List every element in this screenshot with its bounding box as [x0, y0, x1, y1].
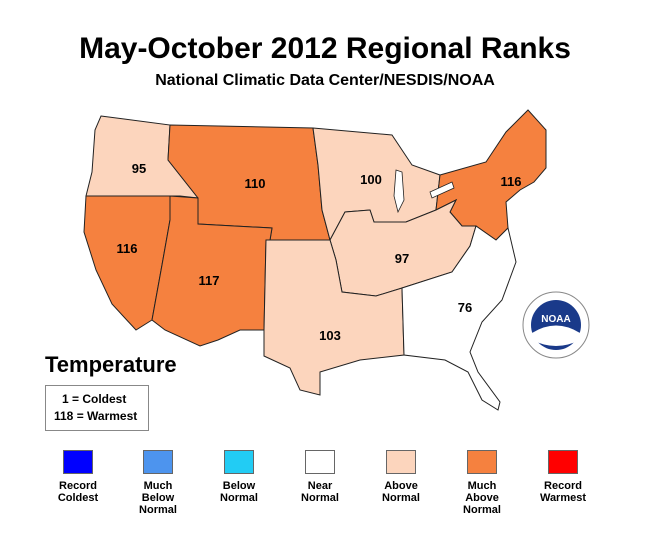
legend-swatch: [386, 450, 416, 474]
legend-swatch: [224, 450, 254, 474]
legend-category-label: Much Above Normal: [463, 480, 501, 516]
rank-label-west-north-central: 110: [245, 176, 266, 191]
legend-swatch: [305, 450, 335, 474]
scale-min-label: 1 = Coldest: [62, 392, 127, 406]
region-southeast: [401, 225, 517, 411]
lake-michigan: [393, 169, 405, 214]
legend-category-label: Near Normal: [301, 480, 339, 504]
rank-label-south: 103: [319, 328, 341, 343]
noaa-logo-text: NOAA: [541, 314, 570, 325]
region-south: [263, 239, 405, 396]
map-title: May-October 2012 Regional Ranks: [79, 32, 571, 65]
legend-category-label: Much Below Normal: [139, 480, 177, 516]
legend-swatch: [143, 450, 173, 474]
legend-category: Above Normal: [366, 450, 436, 504]
rank-label-northwest: 95: [132, 161, 146, 176]
legend-category: Near Normal: [285, 450, 355, 504]
legend-category-label: Record Coldest: [57, 480, 99, 504]
legend-heading: Temperature: [45, 352, 177, 377]
legend-category: Record Warmest: [528, 450, 598, 504]
legend-category-label: Record Warmest: [539, 480, 587, 504]
legend-swatch: [467, 450, 497, 474]
rank-label-central: 97: [395, 251, 409, 266]
legend-swatch: [63, 450, 93, 474]
legend-category-label: Above Normal: [382, 480, 420, 504]
rank-label-west: 116: [117, 241, 138, 256]
rank-label-southeast: 76: [458, 300, 472, 315]
rank-label-northeast: 116: [501, 174, 522, 189]
legend-category-label: Below Normal: [220, 480, 258, 504]
legend-category: Below Normal: [204, 450, 274, 504]
region-southwest: [151, 195, 273, 347]
noaa-logo: NOAA: [522, 291, 590, 359]
lake-erie: [429, 181, 455, 199]
legend-category: Record Coldest: [43, 450, 113, 504]
rank-label-east-north-central: 100: [360, 172, 382, 187]
map-subtitle: National Climatic Data Center/NESDIS/NOA…: [155, 72, 495, 89]
scale-max-label: 118 = Warmest: [54, 409, 138, 423]
legend-swatch: [548, 450, 578, 474]
scale-box: 1 = Coldest 118 = Warmest: [45, 385, 149, 431]
rank-label-southwest: 117: [199, 273, 220, 288]
rank-labels: 95 110 100 116 116 117 97 103 76: [117, 161, 522, 343]
legend-category: Much Below Normal: [123, 450, 193, 516]
legend-category: Much Above Normal: [447, 450, 517, 516]
